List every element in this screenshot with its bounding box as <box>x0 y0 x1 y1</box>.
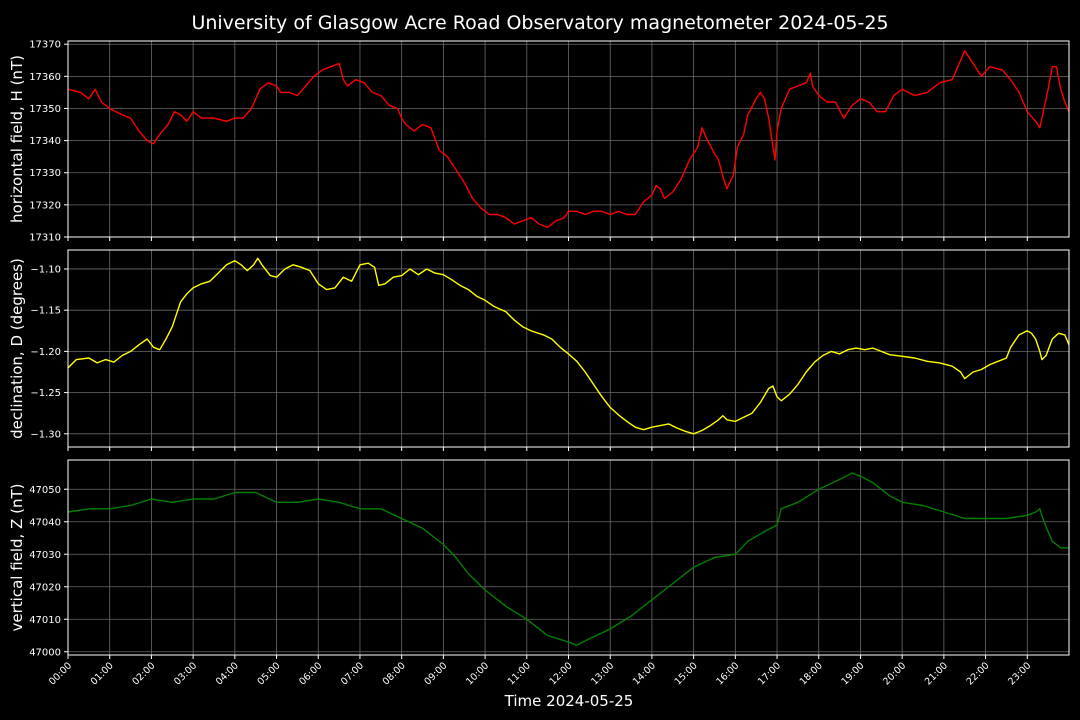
h-field-ytick-label: 17310 <box>29 233 61 244</box>
z-field-ytick-label: 47020 <box>29 582 61 593</box>
declination-ytick-label: −1.10 <box>30 264 61 275</box>
declination-ytick-label: −1.15 <box>30 306 61 317</box>
h-field-ytick-label: 17350 <box>29 104 61 115</box>
h-field-series-line <box>67 49 1070 229</box>
declination-panel: −1.30 −1.25 −1.20 −1.15 −1.10 declination, D … <box>8 249 1070 451</box>
declination-ytick-label: −1.25 <box>30 388 61 399</box>
h-field-ytick-label: 17330 <box>29 168 61 179</box>
z-field-series-line <box>67 472 1069 646</box>
figure-title: University of Glasgow Acre Road Observat… <box>191 12 888 34</box>
declination-axes-frame <box>67 249 1070 448</box>
z-field-ytick-label: 47040 <box>29 517 61 528</box>
h-field-axes-frame <box>67 40 1070 238</box>
h-field-ytick-label: 17340 <box>29 136 61 147</box>
z-field-axes-frame <box>67 459 1070 656</box>
z-field-ytick-label: 47000 <box>29 647 61 658</box>
declination-ytick-label: −1.20 <box>30 347 61 358</box>
declination-series-line <box>67 257 1070 435</box>
z-field-ytick-label: 47010 <box>29 615 61 626</box>
x-axis-label: Time 2024-05-25 <box>504 692 634 710</box>
h-field-ytick-label: 17370 <box>29 40 61 51</box>
declination-ytick-label: −1.30 <box>30 429 61 440</box>
h-field-panel: 17310 17320 17330 17340 17350 17360 17370horiz… <box>8 40 1070 244</box>
declination-y-axis-label: declination, D (degrees) <box>8 258 26 439</box>
chart-panels: 17310 17320 17330 17340 17350 17360 17370horiz… <box>8 40 1070 687</box>
z-field-ytick-label: 47030 <box>29 550 61 561</box>
z-field-ytick-label: 47050 <box>29 485 61 496</box>
h-field-y-axis-label: horizontal field, H (nT) <box>8 55 26 223</box>
h-field-ytick-label: 17360 <box>29 72 61 83</box>
z-field-y-axis-label: vertical field, Z (nT) <box>8 483 26 631</box>
h-field-ytick-label: 17320 <box>29 200 61 211</box>
